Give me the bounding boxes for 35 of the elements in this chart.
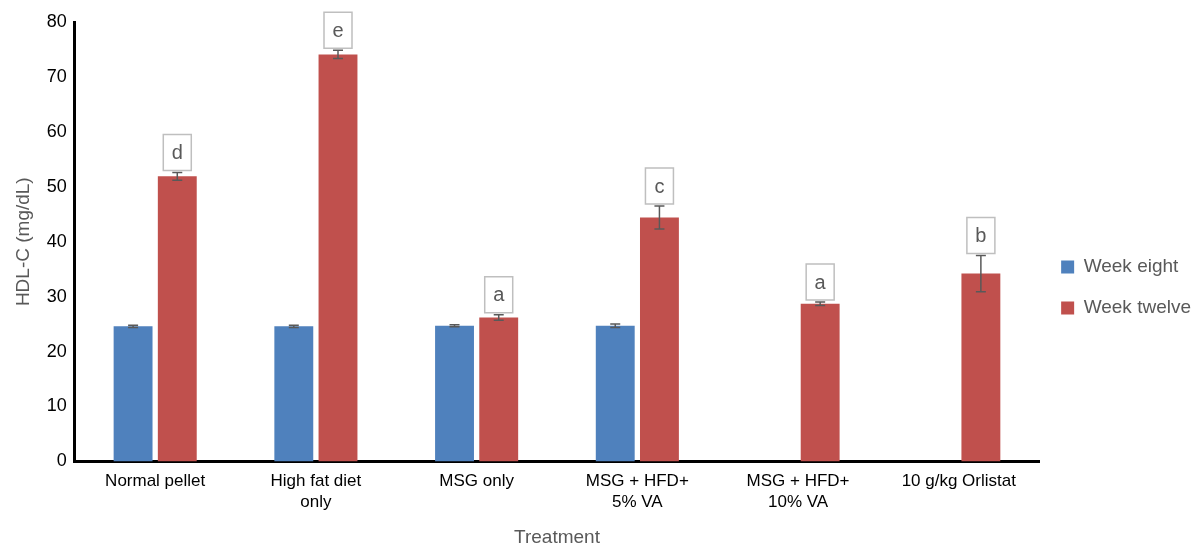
x-tick-label: 10 g/kg Orlistat [901, 471, 1017, 491]
annotation: c [654, 174, 665, 197]
x-tick-label: Normal pellet [105, 471, 206, 491]
y-axis-title: HDL-C (mg/dL) [11, 177, 33, 307]
bar [435, 325, 474, 462]
annotation: a [814, 270, 827, 293]
y-tick-label: 60 [46, 120, 67, 141]
annotation: d [171, 141, 183, 164]
bar [800, 303, 840, 462]
bar [113, 326, 153, 462]
legend-label: Week twelve [1083, 296, 1191, 318]
bar [639, 217, 679, 462]
legend-label: Week eight [1083, 255, 1180, 277]
y-tick-label: 80 [46, 10, 67, 31]
y-tick-label: 0 [56, 450, 67, 471]
x-tick-label: MSG + HFD+ 5% VA [585, 471, 689, 511]
x-tick-label: MSG + HFD+ 10% VA [746, 471, 850, 511]
bar [595, 325, 635, 462]
x-tick-label: MSG only [439, 471, 515, 491]
bar [961, 273, 1001, 462]
bar [157, 176, 197, 462]
x-axis-title: Treatment [514, 525, 601, 547]
bar [479, 317, 519, 462]
y-tick-label: 50 [46, 175, 67, 196]
y-tick-label: 20 [46, 340, 67, 361]
y-tick-label: 10 [46, 395, 67, 416]
bar [318, 54, 358, 462]
annotation: b [975, 223, 987, 246]
x-tick-label: High fat diet only [270, 471, 362, 511]
annotation: e [332, 18, 344, 41]
annotation: a [493, 283, 506, 306]
y-tick-label: 70 [46, 65, 67, 86]
y-tick-label: 40 [46, 230, 67, 251]
y-tick-label: 30 [46, 285, 67, 306]
bar [274, 326, 314, 462]
